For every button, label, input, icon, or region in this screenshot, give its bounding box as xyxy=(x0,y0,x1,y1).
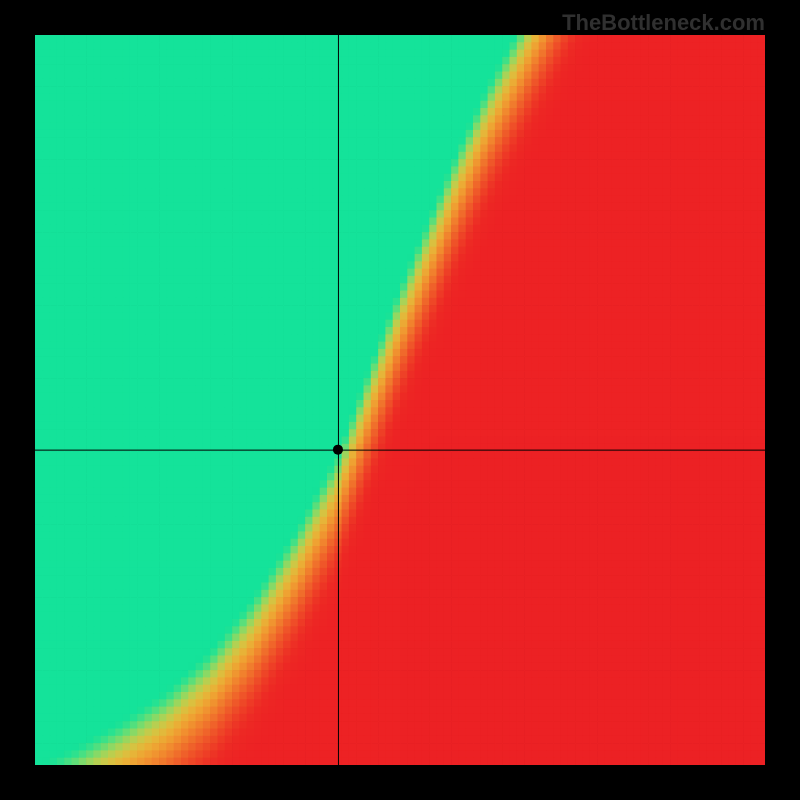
watermark-text: TheBottleneck.com xyxy=(562,10,765,36)
bottleneck-heatmap xyxy=(35,35,765,765)
chart-stage: TheBottleneck.com xyxy=(0,0,800,800)
